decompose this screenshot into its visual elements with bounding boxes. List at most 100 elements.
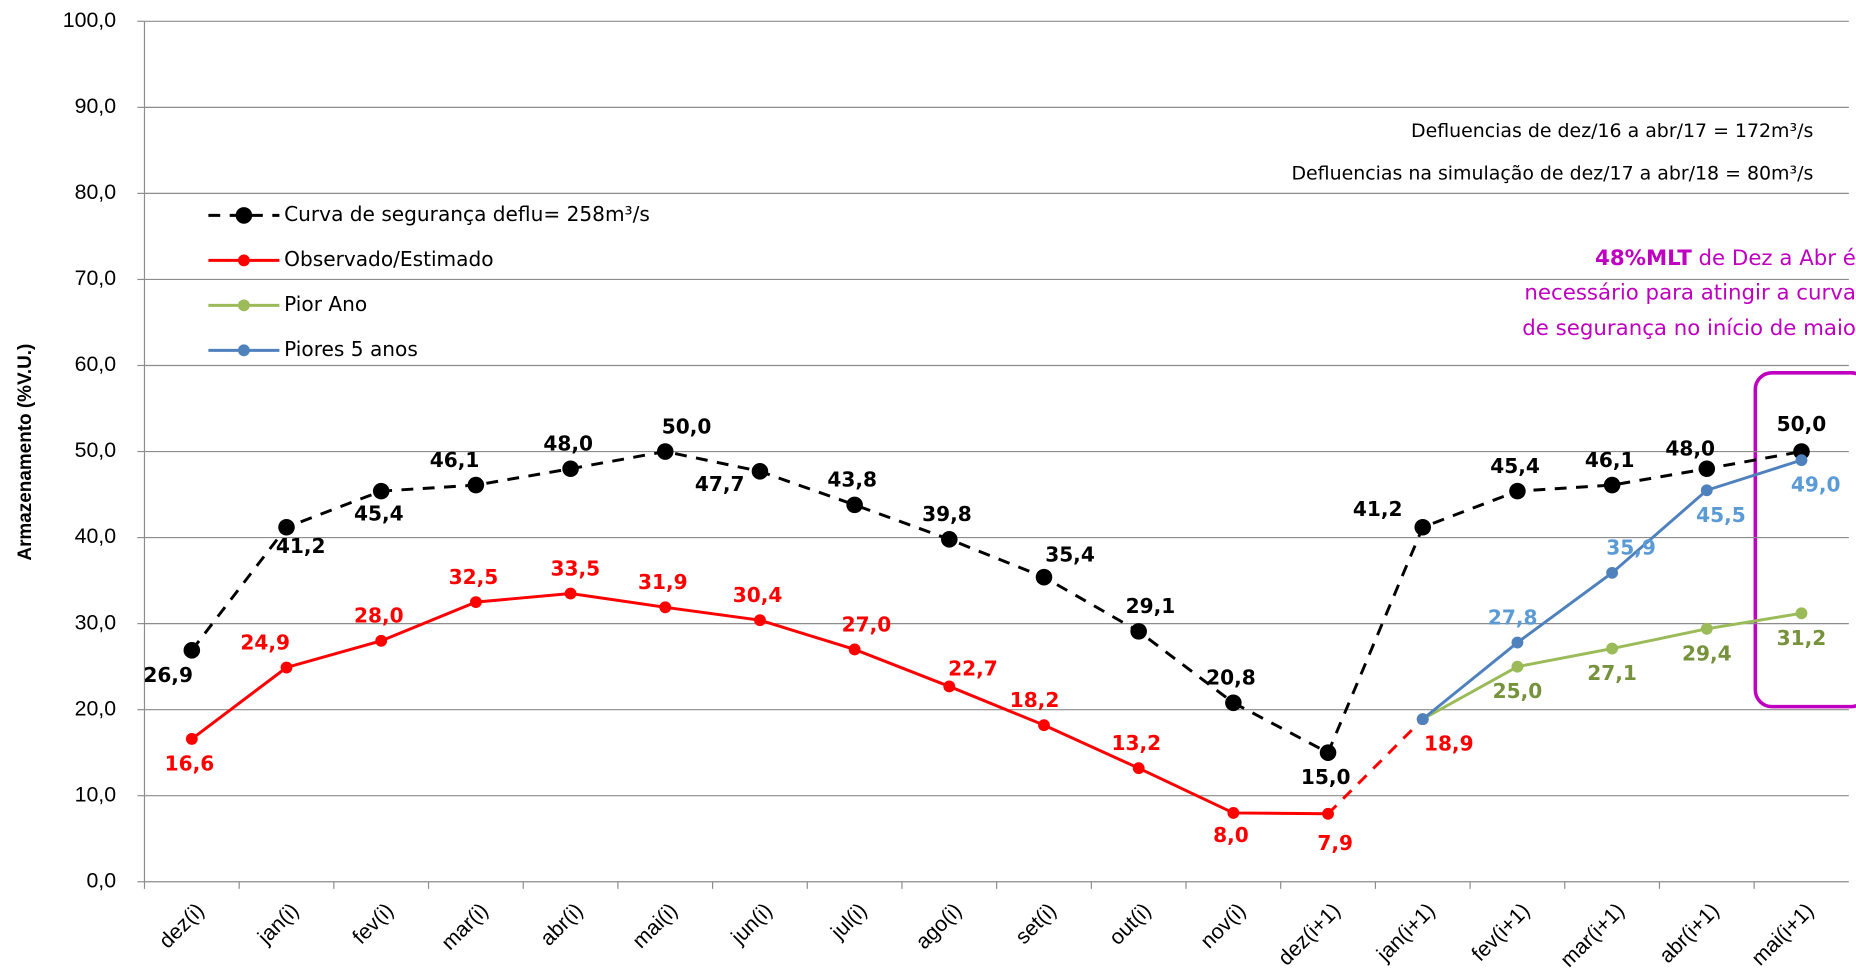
x-tick-label: mar(i+1) bbox=[1556, 898, 1629, 971]
data-point bbox=[1700, 622, 1713, 635]
data-point bbox=[1700, 484, 1713, 497]
x-tick-label: ago(i) bbox=[911, 898, 966, 953]
highlight-bold: 48%MLT bbox=[1595, 246, 1692, 271]
data-label: 47,7 bbox=[695, 472, 745, 496]
series-line bbox=[1327, 718, 1424, 815]
data-label: 27,8 bbox=[1488, 605, 1538, 629]
data-point bbox=[1511, 636, 1524, 649]
x-tick-label: dez(i+1) bbox=[1273, 898, 1345, 970]
legend-label: Curva de segurança deflu= 258m³/s bbox=[284, 202, 650, 226]
legend-label: Pior Ano bbox=[284, 292, 367, 316]
x-tick-label: set(i) bbox=[1011, 898, 1061, 948]
data-point bbox=[185, 733, 198, 745]
data-label: 46,1 bbox=[430, 448, 480, 472]
annotation: Defluencias na simulação de dez/17 a abr… bbox=[1291, 162, 1813, 184]
y-tick-label: 60,0 bbox=[75, 352, 117, 376]
data-label: 48,0 bbox=[543, 432, 593, 456]
data-point bbox=[1511, 660, 1524, 673]
data-point bbox=[751, 463, 769, 480]
data-label: 13,2 bbox=[1111, 731, 1161, 755]
data-point bbox=[1603, 476, 1621, 494]
data-label: 48,0 bbox=[1665, 436, 1715, 460]
data-label: 31,9 bbox=[638, 570, 688, 594]
data-label: 18,2 bbox=[1010, 688, 1060, 712]
data-point bbox=[1225, 694, 1242, 712]
data-label: 28,0 bbox=[354, 604, 404, 628]
x-tick-label: mai(i) bbox=[628, 898, 683, 953]
data-point bbox=[562, 460, 579, 478]
data-label: 32,5 bbox=[449, 565, 499, 589]
y-axis-label: Armazenamento (%V.U.) bbox=[15, 344, 36, 561]
data-label: 8,0 bbox=[1213, 823, 1249, 847]
y-tick-label: 50,0 bbox=[75, 438, 117, 462]
y-tick-label: 100,0 bbox=[63, 8, 116, 32]
data-point bbox=[467, 476, 485, 494]
data-label: 7,9 bbox=[1317, 831, 1353, 855]
x-tick-label: mai(i+1) bbox=[1747, 898, 1819, 970]
data-point bbox=[1606, 642, 1619, 655]
x-tick-label: nov(i) bbox=[1196, 898, 1251, 953]
data-label: 46,1 bbox=[1585, 448, 1635, 472]
data-point bbox=[1035, 568, 1053, 586]
data-point bbox=[1698, 460, 1716, 478]
highlight-line: de segurança no início de maio bbox=[1522, 316, 1856, 341]
data-point bbox=[1130, 623, 1147, 640]
data-point bbox=[1795, 454, 1808, 467]
data-point bbox=[659, 601, 672, 614]
data-label: 33,5 bbox=[550, 556, 600, 580]
data-point bbox=[1509, 482, 1526, 500]
data-point bbox=[1038, 719, 1050, 732]
data-label: 25,0 bbox=[1493, 679, 1543, 703]
data-label: 43,8 bbox=[827, 468, 877, 492]
data-point bbox=[1793, 443, 1810, 460]
data-point bbox=[280, 661, 293, 674]
data-label: 50,0 bbox=[662, 414, 712, 438]
data-label: 41,2 bbox=[276, 534, 326, 558]
data-point bbox=[754, 614, 766, 627]
data-label: 20,8 bbox=[1206, 666, 1256, 690]
x-tick-label: out(i) bbox=[1104, 898, 1155, 949]
data-point bbox=[278, 518, 295, 536]
x-tick-label: dez(i) bbox=[154, 898, 209, 953]
data-point bbox=[1132, 762, 1145, 775]
data-label: 22,7 bbox=[948, 656, 998, 680]
x-tick-label: jan(i) bbox=[252, 898, 303, 949]
x-tick-label: jan(i+1) bbox=[1371, 898, 1439, 966]
y-tick-label: 80,0 bbox=[75, 180, 117, 204]
legend-marker bbox=[237, 299, 250, 312]
y-tick-label: 10,0 bbox=[75, 782, 117, 806]
data-point bbox=[375, 634, 388, 647]
y-tick-label: 20,0 bbox=[75, 696, 117, 720]
y-tick-label: 0,0 bbox=[86, 868, 116, 892]
data-point bbox=[564, 587, 577, 600]
data-label: 16,6 bbox=[165, 751, 215, 775]
data-label: 29,4 bbox=[1682, 641, 1732, 665]
x-tick-label: abr(i+1) bbox=[1654, 898, 1723, 967]
highlight-text: 48%MLT de Dez a Abr é bbox=[1595, 246, 1856, 271]
data-label: 27,0 bbox=[842, 612, 892, 636]
data-point bbox=[848, 643, 861, 656]
y-tick-label: 90,0 bbox=[75, 94, 117, 118]
data-label: 18,9 bbox=[1424, 732, 1474, 756]
data-point bbox=[656, 443, 674, 460]
x-tick-label: fev(i+1) bbox=[1467, 898, 1535, 966]
data-point bbox=[1795, 607, 1808, 620]
y-tick-label: 30,0 bbox=[75, 610, 117, 634]
data-point bbox=[1227, 807, 1240, 819]
data-label: 24,9 bbox=[240, 630, 290, 654]
y-tick-label: 70,0 bbox=[75, 266, 117, 290]
data-point bbox=[1416, 713, 1429, 726]
data-label: 39,8 bbox=[922, 502, 972, 526]
data-label: 29,1 bbox=[1126, 594, 1176, 618]
highlight-line: necessário para atingir a curva bbox=[1524, 281, 1856, 306]
data-label: 27,1 bbox=[1587, 661, 1637, 685]
highlight-box bbox=[1753, 371, 1856, 709]
data-label: 45,4 bbox=[354, 501, 404, 525]
x-tick-label: fev(i) bbox=[348, 898, 398, 948]
data-point bbox=[469, 596, 482, 609]
series-line bbox=[190, 450, 1802, 755]
data-point bbox=[183, 642, 201, 659]
data-point bbox=[1606, 566, 1619, 579]
data-point bbox=[1319, 744, 1337, 761]
